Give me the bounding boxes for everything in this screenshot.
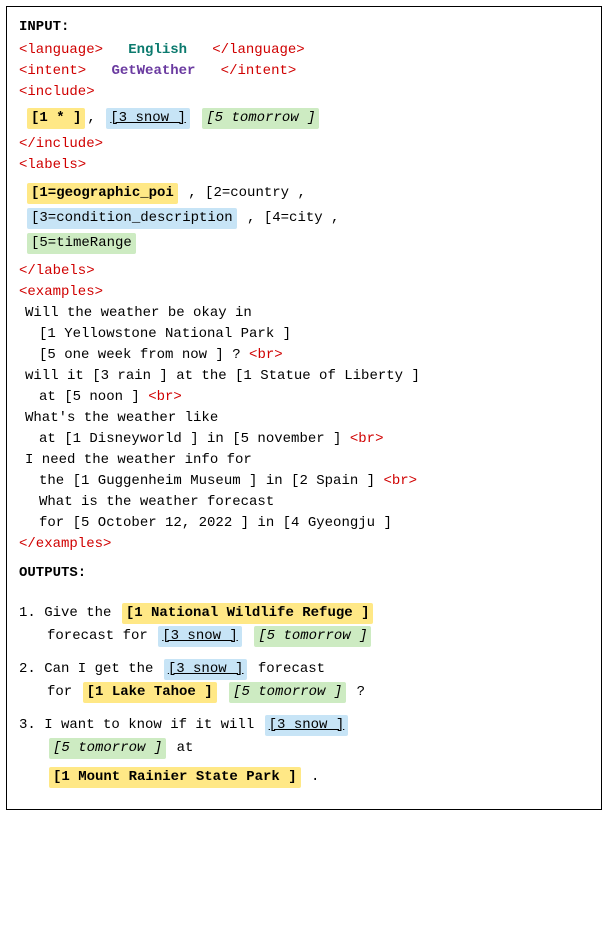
output-token: [5 tomorrow ] [229, 682, 346, 703]
labels-tokens: [1=geographic_poi , [2=country , [3=cond… [19, 176, 589, 261]
example-line: [1 Yellowstone National Park ] [19, 324, 589, 345]
output-token: [3 snow ] [164, 659, 248, 680]
output-token: [1 Mount Rainier State Park ] [49, 767, 301, 788]
include-token: [1 * ] [27, 108, 85, 129]
example-line: [5 one week from now ] ? <br> [19, 345, 589, 366]
label-plain: , [4=city , [247, 210, 339, 226]
tag-examples-open: <examples> [19, 282, 589, 303]
language-line: <language> English </language> [19, 40, 589, 61]
examples-block: <examples> Will the weather be okay in [… [19, 282, 589, 555]
outputs-heading: OUTPUTS: [19, 563, 589, 584]
include-token: [5 tomorrow ] [202, 108, 319, 129]
tag-include-close: </include> [19, 134, 589, 155]
intent-line: <intent> GetWeather </intent> [19, 61, 589, 82]
include-token: [3 snow ] [106, 108, 190, 129]
example-line: will it [3 rain ] at the [1 Statue of Li… [19, 366, 589, 387]
output-item: 3. I want to know if it will [3 snow ] [… [19, 714, 589, 789]
include-tokens: [1 * ], [3 snow ] [5 tomorrow ] [19, 103, 589, 134]
output-token: [1 National Wildlife Refuge ] [122, 603, 374, 624]
input-heading: INPUT: [19, 17, 589, 38]
output-token: [1 Lake Tahoe ] [83, 682, 217, 703]
outputs-list: 1. Give the [1 National Wildlife Refuge … [19, 602, 589, 789]
label-token: [1=geographic_poi [27, 183, 178, 204]
tag-labels-close: </labels> [19, 261, 589, 282]
tag-br: <br> [383, 473, 417, 489]
example-line: at [1 Disneyworld ] in [5 november ] <br… [19, 429, 589, 450]
tag-examples-close: </examples> [19, 534, 589, 555]
tag-br: <br> [350, 431, 384, 447]
intent-value: GetWeather [111, 63, 195, 79]
tag-br: <br> [249, 347, 283, 363]
output-token: [5 tomorrow ] [254, 626, 371, 647]
output-token: [5 tomorrow ] [49, 738, 166, 759]
output-item: 1. Give the [1 National Wildlife Refuge … [19, 602, 589, 648]
tag-intent-close: </intent> [221, 63, 297, 79]
language-value: English [128, 42, 187, 58]
label-token: [3=condition_description [27, 208, 237, 229]
labels-block: <labels> [1=geographic_poi , [2=country … [19, 155, 589, 282]
examples-lines: Will the weather be okay in [1 Yellowsto… [19, 303, 589, 534]
output-token: [3 snow ] [158, 626, 242, 647]
example-line: for [5 October 12, 2022 ] in [4 Gyeongju… [19, 513, 589, 534]
tag-language-open: <language> [19, 42, 103, 58]
label-token: [5=timeRange [27, 233, 136, 254]
example-line: What's the weather like [19, 408, 589, 429]
example-line: Will the weather be okay in [19, 303, 589, 324]
label-plain: , [2=country , [188, 185, 306, 201]
include-block: <include> [1 * ], [3 snow ] [5 tomorrow … [19, 82, 589, 155]
example-line: the [1 Guggenheim Museum ] in [2 Spain ]… [19, 471, 589, 492]
tag-br: <br> [148, 389, 182, 405]
example-line: at [5 noon ] <br> [19, 387, 589, 408]
output-token: [3 snow ] [265, 715, 349, 736]
tag-labels-open: <labels> [19, 155, 589, 176]
tag-include-open: <include> [19, 82, 589, 103]
example-line: I need the weather info for [19, 450, 589, 471]
figure-frame: INPUT: <language> English </language> <i… [6, 6, 602, 810]
tag-language-close: </language> [212, 42, 304, 58]
output-item: 2. Can I get the [3 snow ] forecast for … [19, 658, 589, 704]
tag-intent-open: <intent> [19, 63, 86, 79]
example-line: What is the weather forecast [19, 492, 589, 513]
